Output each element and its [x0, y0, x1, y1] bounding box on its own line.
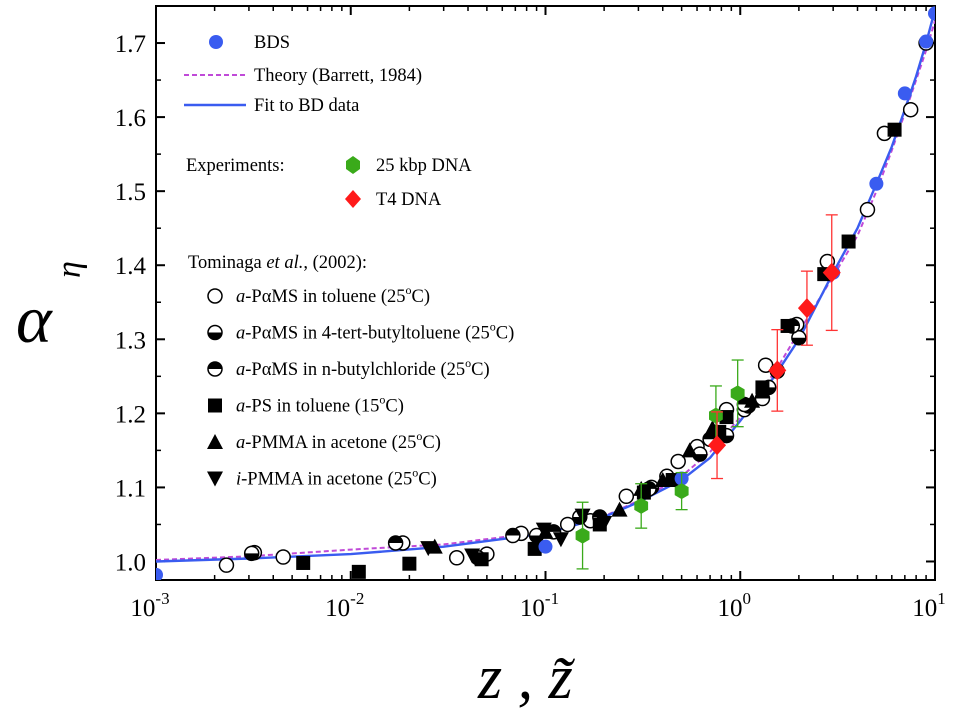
- data-markers: [156, 6, 935, 580]
- y-tick-label: 1.7: [115, 31, 146, 58]
- legend-entry-label: a-PMMA in acetone (25oC): [236, 429, 441, 453]
- point-t4-dna: [768, 360, 787, 381]
- x-tick-label: 101: [912, 589, 946, 622]
- legend-marker-open-circle: [207, 288, 223, 304]
- legend-tominaga-label: Tominaga et al., (2002):: [188, 253, 367, 273]
- legend-tominaga-entries: a-PαMS in toluene (25oC) a-PαMS in 4-tert…: [207, 283, 514, 490]
- point-a-ps-in-toluene-15oc: [755, 380, 770, 395]
- point-a-p-ms-in-toluene-25oc: [618, 488, 635, 505]
- y-axis-subscript: η: [51, 261, 88, 278]
- legend-marker-triangle-down: [207, 471, 223, 487]
- point-a-p-ms-in-4-tert-butyltoluene-25oc: [791, 330, 807, 346]
- point-i-pmma-in-acetone-25oc: [464, 548, 481, 564]
- y-tick-label: 1.1: [115, 475, 146, 502]
- legend-dna25-label: 25 kbp DNA: [376, 156, 472, 176]
- legend-marker-half-circle-bottom: [207, 324, 223, 341]
- point-a-p-ms-in-toluene-25oc: [670, 453, 686, 470]
- x-tick-label: 100: [718, 589, 752, 622]
- point-25-kbp-dna: [674, 483, 689, 500]
- y-axis-title: α: [16, 281, 53, 357]
- legend-t4-marker: [345, 190, 361, 208]
- point-i-pmma-in-acetone-25oc: [420, 541, 437, 557]
- x-axis-title: z , z̃: [477, 644, 576, 710]
- point-a-ps-in-toluene-15oc: [841, 234, 856, 249]
- point-bds: [869, 176, 884, 191]
- point-i-pmma-in-acetone-25oc: [535, 522, 552, 538]
- point-a-pmma-in-acetone-25oc: [744, 392, 761, 408]
- point-a-p-ms-in-toluene-25oc: [859, 201, 876, 218]
- point-25-kbp-dna: [730, 385, 745, 402]
- point-a-pmma-in-acetone-25oc: [654, 472, 671, 488]
- point-a-ps-in-toluene-15oc: [474, 552, 489, 567]
- y-tick-label: 1.4: [115, 253, 147, 280]
- legend-marker-square: [208, 398, 222, 413]
- point-bds: [928, 6, 935, 21]
- point-bds: [919, 34, 934, 49]
- x-tick-label: 10-2: [325, 589, 364, 622]
- legend-experiments-label: Experiments:: [186, 156, 285, 176]
- y-tick-label: 1.5: [115, 179, 146, 206]
- legend-marker-triangle-up: [207, 434, 223, 449]
- point-a-ps-in-toluene-15oc: [887, 122, 902, 137]
- point-a-ps-in-toluene-15oc: [527, 541, 542, 556]
- point-a-p-ms-in-toluene-25oc: [448, 550, 465, 566]
- point-a-ps-in-toluene-15oc: [351, 564, 366, 579]
- y-tick-labels: 1.0 1.1 1.2 1.3 1.4 1.5 1.6 1.7: [115, 31, 147, 576]
- point-a-p-ms-in-n-butylchloride-25oc: [505, 527, 521, 544]
- legend-entry-label: a-PαMS in toluene (25oC): [236, 283, 430, 307]
- point-t4-dna: [708, 435, 727, 456]
- x-tick-label: 10-3: [130, 589, 169, 622]
- point-a-p-ms-in-toluene-25oc: [902, 101, 919, 118]
- y-tick-label: 1.6: [115, 105, 146, 132]
- point-a-p-ms-in-toluene-25oc: [275, 549, 291, 565]
- legend-marker-half-circle-top: [207, 361, 223, 377]
- axis-ticks: [155, 6, 935, 580]
- point-a-p-ms-in-n-butylchloride-25oc: [387, 535, 404, 551]
- point-25-kbp-dna: [634, 497, 649, 514]
- legend-bds-label: BDS: [254, 33, 290, 53]
- y-tick-label: 1.3: [115, 327, 146, 354]
- y-tick-label: 1.0: [115, 549, 146, 576]
- point-a-p-ms-in-4-tert-butyltoluene-25oc: [243, 545, 260, 562]
- legend-entry-label: a-PαMS in 4-tert-butyltoluene (25oC): [236, 320, 514, 344]
- legend-dna25-marker: [346, 156, 360, 174]
- point-25-kbp-dna: [575, 527, 590, 544]
- legend-entry-label: a-PαMS in n-butylchloride (25oC): [236, 356, 490, 380]
- point-a-p-ms-in-toluene-25oc: [559, 516, 576, 533]
- legend-bds-marker: [209, 35, 223, 49]
- point-bds: [156, 567, 163, 580]
- point-a-pmma-in-acetone-25oc: [681, 442, 698, 458]
- point-bds: [538, 539, 553, 554]
- point-a-ps-in-toluene-15oc: [296, 555, 311, 570]
- point-bds: [897, 86, 912, 101]
- point-a-ps-in-toluene-15oc: [402, 556, 417, 571]
- point-i-pmma-in-acetone-25oc: [596, 515, 613, 531]
- point-t4-dna: [822, 262, 841, 283]
- y-tick-label: 1.2: [115, 401, 146, 428]
- x-tick-labels: 10-3 10-2 10-1 100 101: [130, 589, 945, 622]
- legend-theory-label: Theory (Barrett, 1984): [254, 66, 422, 86]
- point-a-pmma-in-acetone-25oc: [611, 501, 628, 517]
- point-a-ps-in-toluene-15oc: [780, 318, 795, 333]
- legend-t4-label: T4 DNA: [376, 190, 442, 210]
- point-a-p-ms-in-toluene-25oc: [218, 557, 235, 573]
- legend-entry-label: a-PS in toluene (15oC): [236, 393, 404, 417]
- legend: BDS Theory (Barrett, 1984) Fit to BD dat…: [184, 33, 514, 490]
- point-a-ps-in-toluene-15oc: [719, 410, 734, 425]
- point-t4-dna: [797, 298, 816, 319]
- x-tick-label: 10-1: [520, 589, 559, 622]
- legend-entry-label: i-PMMA in acetone (25oC): [236, 466, 437, 490]
- legend-fit-label: Fit to BD data: [254, 96, 359, 116]
- point-i-pmma-in-acetone-25oc: [552, 532, 569, 548]
